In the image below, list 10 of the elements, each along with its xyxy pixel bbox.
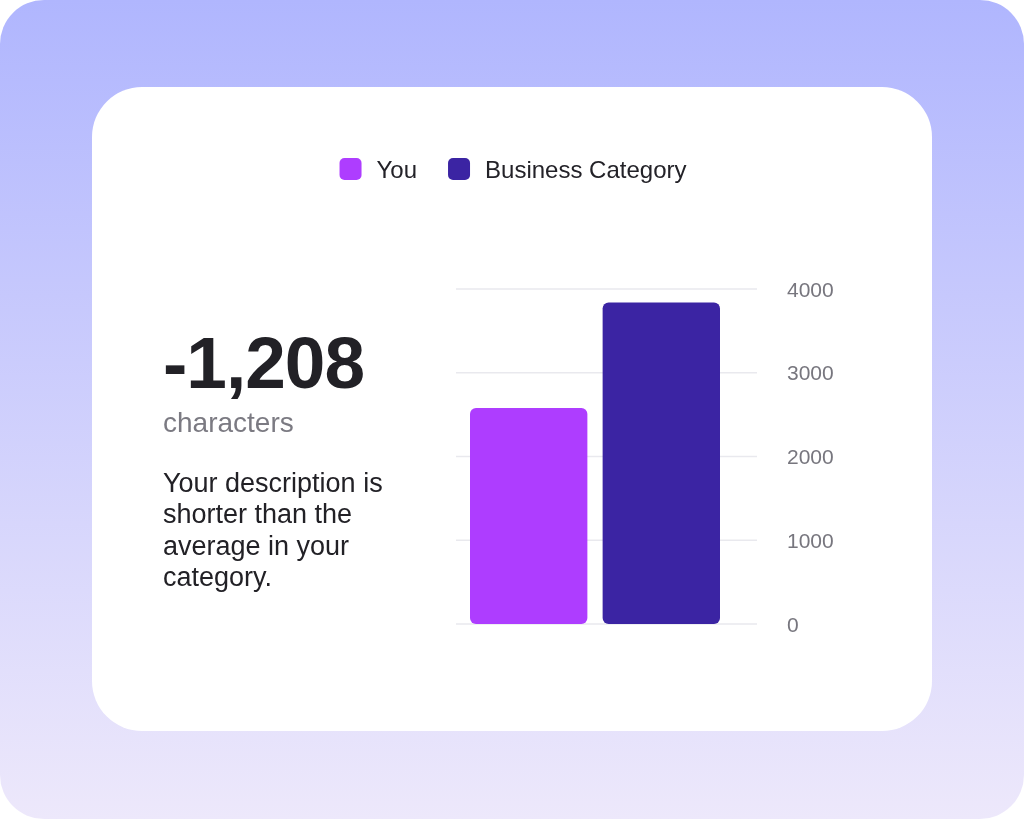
legend-label: Business Category <box>485 155 687 183</box>
text: Your description is shorter than the average in your category. <box>163 468 383 592</box>
text: -1,208 <box>163 322 364 403</box>
legend-label: You <box>376 155 418 183</box>
y-tick-label: 1000 <box>787 528 834 552</box>
y-tick-label: 2000 <box>787 445 834 468</box>
y-tick-label: 0 <box>787 612 799 636</box>
text: characters <box>163 407 294 438</box>
y-tick-label: 3000 <box>787 361 834 385</box>
y-tick-label: 4000 <box>787 277 834 301</box>
